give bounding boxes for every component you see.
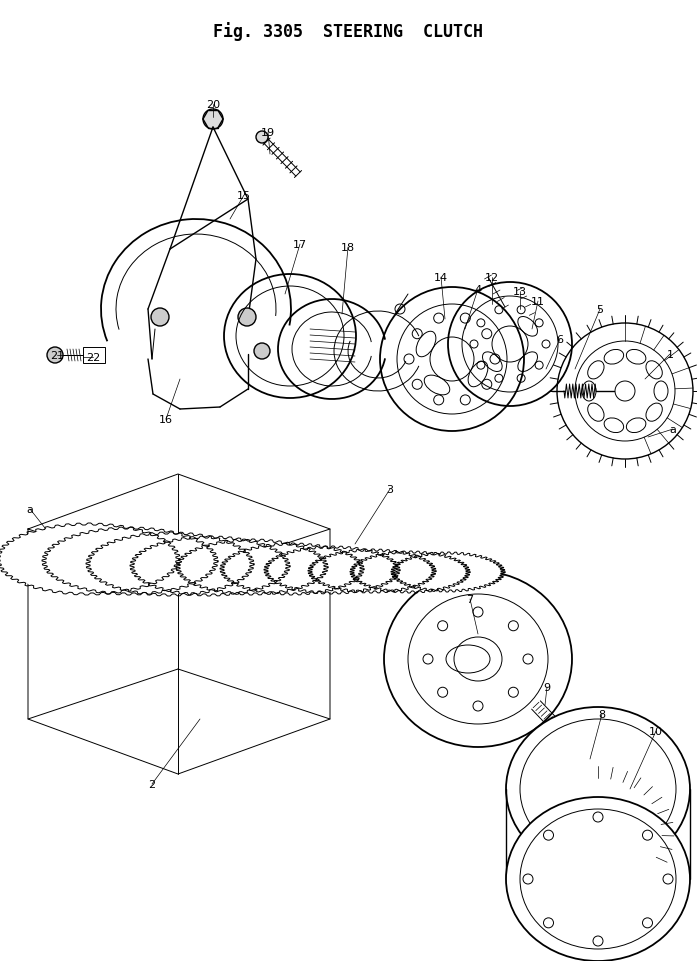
- Circle shape: [203, 110, 223, 130]
- Circle shape: [151, 308, 169, 327]
- Text: a: a: [670, 425, 676, 434]
- Circle shape: [523, 654, 533, 664]
- Text: 5: 5: [597, 305, 604, 314]
- Text: 2: 2: [148, 779, 155, 789]
- Ellipse shape: [354, 554, 466, 591]
- Circle shape: [47, 348, 63, 363]
- Circle shape: [643, 918, 652, 928]
- Text: 18: 18: [341, 243, 355, 253]
- Text: 1: 1: [666, 350, 673, 359]
- Ellipse shape: [90, 534, 250, 595]
- Text: 14: 14: [434, 273, 448, 283]
- Bar: [83, 348, 105, 363]
- Circle shape: [508, 621, 519, 631]
- Text: Fig. 3305  STEERING  CLUTCH: Fig. 3305 STEERING CLUTCH: [213, 22, 483, 41]
- Text: 3: 3: [387, 484, 394, 495]
- Ellipse shape: [506, 707, 690, 871]
- Text: 11: 11: [531, 297, 545, 307]
- Circle shape: [238, 308, 256, 327]
- Circle shape: [593, 936, 603, 946]
- Circle shape: [438, 621, 447, 631]
- Text: 17: 17: [293, 239, 307, 250]
- Text: 4: 4: [475, 284, 482, 295]
- Text: 22: 22: [86, 353, 100, 362]
- Text: 7: 7: [466, 595, 473, 604]
- Circle shape: [256, 132, 268, 144]
- Circle shape: [423, 654, 433, 664]
- Ellipse shape: [395, 554, 501, 590]
- Text: a: a: [26, 505, 33, 514]
- Circle shape: [544, 830, 553, 840]
- Circle shape: [473, 607, 483, 617]
- Text: 8: 8: [599, 709, 606, 719]
- Ellipse shape: [224, 546, 360, 593]
- Ellipse shape: [506, 798, 690, 961]
- Text: 10: 10: [649, 727, 663, 736]
- Ellipse shape: [134, 538, 286, 595]
- Circle shape: [254, 344, 270, 359]
- Ellipse shape: [384, 572, 572, 748]
- Circle shape: [438, 687, 447, 698]
- Circle shape: [544, 918, 553, 928]
- Circle shape: [643, 830, 652, 840]
- Ellipse shape: [46, 530, 214, 593]
- Ellipse shape: [268, 549, 396, 592]
- Text: 9: 9: [544, 682, 551, 692]
- Text: 16: 16: [159, 414, 173, 425]
- Text: 12: 12: [485, 273, 499, 283]
- Text: 21: 21: [50, 351, 64, 360]
- Text: 6: 6: [556, 334, 563, 345]
- Circle shape: [473, 702, 483, 711]
- Circle shape: [523, 875, 533, 884]
- Circle shape: [593, 812, 603, 823]
- Ellipse shape: [0, 526, 176, 593]
- Circle shape: [508, 687, 519, 698]
- Ellipse shape: [180, 541, 324, 593]
- Text: 20: 20: [206, 100, 220, 110]
- Text: 19: 19: [261, 128, 275, 137]
- Ellipse shape: [312, 552, 432, 591]
- Text: 13: 13: [513, 286, 527, 297]
- Text: 15: 15: [237, 191, 251, 201]
- Circle shape: [663, 875, 673, 884]
